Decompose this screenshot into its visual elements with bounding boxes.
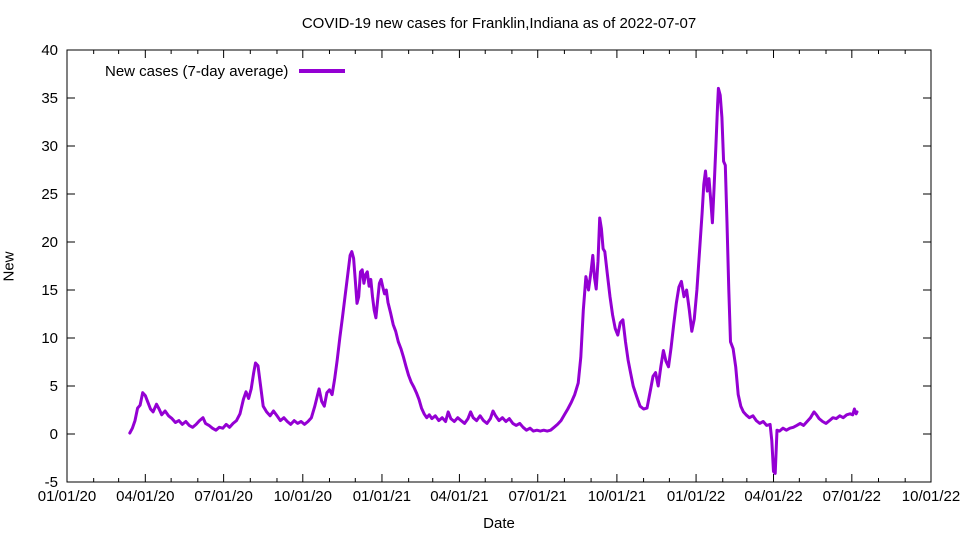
x-tick-label: 01/01/21	[353, 488, 411, 505]
y-tick-label: 40	[41, 42, 58, 59]
legend-label: New cases (7-day average)	[105, 62, 289, 80]
legend-line-sample	[299, 69, 346, 73]
y-tick-label: 5	[50, 378, 58, 395]
x-tick-label: 07/01/20	[194, 488, 252, 505]
x-tick-label: 07/01/21	[509, 488, 567, 505]
x-tick-label: 04/01/20	[116, 488, 174, 505]
y-tick-label: 30	[41, 138, 58, 155]
y-tick-label: 10	[41, 330, 58, 347]
x-tick-label: 01/01/22	[667, 488, 725, 505]
x-tick-label: 04/01/21	[430, 488, 488, 505]
x-tick-label: 10/01/20	[274, 488, 332, 505]
x-tick-label: 01/01/20	[38, 488, 96, 505]
x-axis-label: Date	[483, 515, 515, 532]
y-tick-label: 15	[41, 282, 58, 299]
x-tick-label: 10/01/22	[902, 488, 960, 505]
x-tick-label: 07/01/22	[823, 488, 881, 505]
y-axis-label: New	[0, 251, 18, 282]
plot-border	[66, 49, 932, 483]
y-tick-label: 35	[41, 90, 58, 107]
y-tick-label: -5	[45, 474, 58, 491]
y-tick-label: 25	[41, 186, 58, 203]
chart-title: COVID-19 new cases for Franklin,Indiana …	[301, 15, 697, 32]
y-tick-label: 0	[50, 426, 58, 443]
legend: New cases (7-day average)	[105, 62, 346, 80]
y-tick-label: 20	[41, 234, 58, 251]
x-tick-label: 04/01/22	[744, 488, 802, 505]
x-tick-label: 10/01/21	[588, 488, 646, 505]
data-line	[128, 86, 859, 475]
